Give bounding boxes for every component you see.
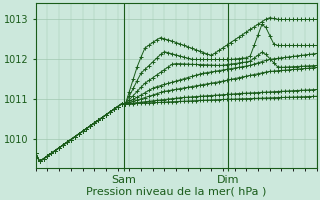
X-axis label: Pression niveau de la mer( hPa ): Pression niveau de la mer( hPa ) xyxy=(86,187,266,197)
